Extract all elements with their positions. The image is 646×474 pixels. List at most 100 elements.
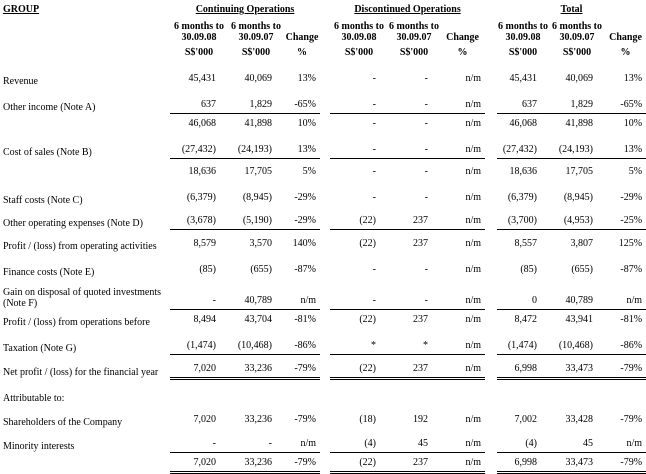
unit-header: S$'000: [508, 47, 538, 58]
value-cell: n/m: [440, 308, 486, 328]
value-cell: 18,636: [497, 157, 550, 180]
column-spacer: [485, 428, 497, 452]
unit-header: %: [457, 47, 468, 58]
column-spacer: [485, 113, 497, 132]
value-cell: 637: [201, 98, 216, 110]
value-cell: n/m: [465, 339, 482, 351]
value-cell: 41,898: [549, 112, 606, 132]
column-spacer: [485, 17, 497, 44]
value-cell: (85): [520, 264, 538, 275]
value-cell: -79%: [620, 414, 643, 425]
column-spacer: [485, 354, 497, 378]
value-cell: -65%: [620, 98, 643, 110]
value-cell: (5,190): [242, 214, 272, 226]
column-spacer: [320, 113, 330, 132]
value-cell: (22): [330, 228, 389, 252]
table-row: 46,068 41,898 10% - - n/m 46,068 41,898 10%: [0, 112, 646, 132]
column-spacer: [320, 87, 330, 113]
value-cell: (24,193): [237, 143, 272, 155]
value-cell: 33,473: [549, 353, 606, 380]
value-cell: (8,945): [242, 192, 272, 203]
column-spacer: [485, 328, 497, 354]
column-spacer: [485, 229, 497, 252]
value-cell: 13%: [297, 73, 317, 84]
value-cell: 43,704: [228, 308, 284, 328]
table-row: Taxation (Note G) (1,474) (10,468) -86% * * n/…: [0, 328, 646, 355]
value-cell: -: [372, 143, 377, 155]
period-header: 6 months to 30.09.07: [552, 21, 603, 43]
value-cell: -86%: [294, 339, 317, 351]
value-cell: -: [372, 73, 377, 84]
value-cell: -79%: [294, 414, 317, 425]
value-cell: n/m: [440, 451, 486, 474]
value-cell: (4): [525, 437, 538, 449]
value-cell: -: [424, 264, 429, 275]
unit-header: %: [297, 47, 307, 58]
value-cell: -: [372, 98, 377, 110]
value-cell: n/m: [626, 294, 643, 306]
value-cell: n/m: [465, 192, 482, 203]
period-header: 6 months to 30.09.07: [230, 21, 281, 43]
value-cell: 40,069: [565, 73, 594, 84]
value-cell: n/m: [465, 214, 482, 226]
value-cell: -87%: [620, 264, 643, 275]
value-cell: n/m: [440, 157, 486, 180]
value-cell: 6,998: [497, 451, 550, 474]
column-spacer: [485, 2, 497, 17]
value-cell: (4,953): [563, 214, 594, 226]
value-cell: n/m: [440, 353, 486, 380]
value-cell: 237: [388, 353, 441, 380]
value-cell: n/m: [465, 73, 482, 84]
table-row: Minority interests - - n/m (4) 45 n/m (4) 45 n/m: [0, 428, 646, 453]
table-row: Finance costs (Note E) (85) (655) -87% - - n/m…: [0, 252, 646, 278]
header-spacer: [0, 17, 170, 44]
column-spacer: [320, 452, 330, 472]
change-header: Change: [446, 32, 479, 43]
value-cell: (6,379): [507, 192, 538, 203]
column-spacer: [485, 87, 497, 113]
value-cell: [228, 378, 284, 404]
value-cell: 8,557: [497, 228, 550, 252]
row-label: Finance costs (Note E): [3, 267, 95, 278]
value-cell: 237: [388, 228, 441, 252]
value-cell: 40,069: [244, 73, 273, 84]
value-cell: 10%: [284, 112, 321, 132]
table-row: 7,020 33,236 -79% (22) 237 n/m 6,998 33,473 -79%: [0, 451, 646, 474]
value-cell: n/m: [465, 437, 482, 449]
value-cell: [388, 378, 440, 404]
value-cell: 192: [413, 414, 429, 425]
value-cell: [440, 378, 485, 404]
group-title: Continuing Operations: [195, 4, 295, 15]
period-header: 6 months to 30.09.08: [498, 21, 549, 43]
row-label: Shareholders of the Company: [3, 417, 123, 428]
value-cell: 45,431: [188, 73, 217, 84]
row-label: Staff costs (Note C): [3, 195, 83, 206]
value-cell: [330, 378, 388, 404]
value-cell: -: [330, 157, 389, 180]
column-spacer: [485, 180, 497, 206]
value-cell: -: [424, 98, 429, 110]
value-cell: 43,941: [549, 308, 606, 328]
value-cell: -: [388, 112, 441, 132]
value-cell: -: [424, 73, 429, 84]
period-header: 6 months to 30.09.08: [173, 21, 224, 43]
value-cell: -65%: [294, 98, 317, 110]
table-row: Other operating expenses (Note D) (3,678)…: [0, 206, 646, 230]
table-row: Shareholders of the Company 7,020 33,236 -7…: [0, 404, 646, 428]
value-cell: 45,431: [509, 73, 538, 84]
table-row: Net profit / (loss) for the financial ye…: [0, 353, 646, 380]
value-cell: 13%: [623, 143, 643, 155]
unit-header: S$'000: [562, 47, 592, 58]
value-cell: -: [424, 143, 429, 155]
value-cell: (27,432): [181, 143, 216, 155]
value-cell: (24,193): [558, 143, 594, 155]
value-cell: 33,428: [565, 414, 594, 425]
value-cell: 8,472: [497, 308, 550, 328]
column-spacer: [320, 17, 330, 44]
table-row: Cost of sales (Note B) (27,432) (24,193) 13…: [0, 132, 646, 159]
value-cell: -79%: [605, 353, 646, 380]
value-cell: -25%: [620, 214, 643, 226]
value-cell: n/m: [465, 264, 482, 275]
change-header: Change: [609, 32, 642, 43]
value-cell: -: [372, 294, 377, 306]
